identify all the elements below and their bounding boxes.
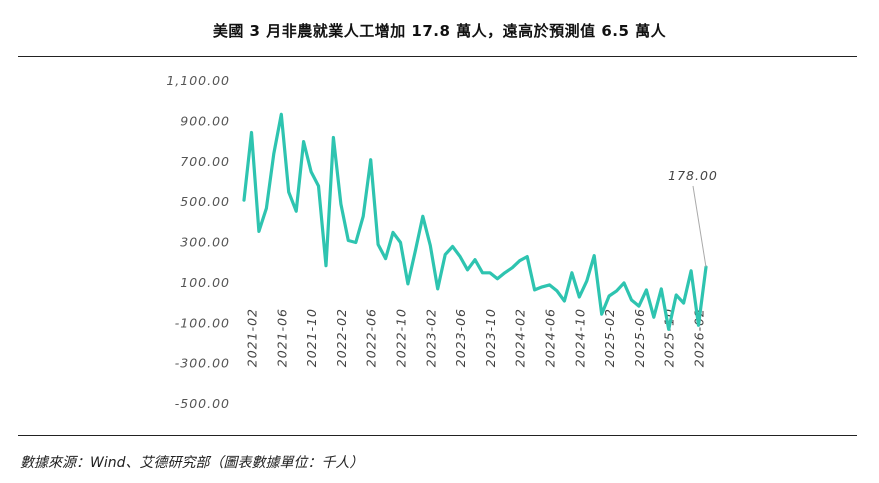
y-tick-label: -100.00 xyxy=(175,315,230,330)
y-tick-label: 1,100.00 xyxy=(166,73,230,88)
x-tick-label: 2023-10 xyxy=(483,308,498,367)
x-tick-label: 2023-02 xyxy=(423,308,438,367)
x-tick-label: 2025-06 xyxy=(632,308,647,367)
x-tick-label: 2025-10 xyxy=(662,308,677,367)
x-tick-label: 2022-10 xyxy=(393,308,408,367)
top-divider xyxy=(18,56,857,57)
y-tick-label: 300.00 xyxy=(180,235,230,250)
x-tick-label: 2022-06 xyxy=(364,308,379,367)
x-tick-label: 2024-10 xyxy=(572,308,587,367)
annotation-group: 178.00 xyxy=(668,168,718,268)
chart-title: 美國 3 月非農就業人工增加 17.8 萬人，遠高於預測值 6.5 萬人 xyxy=(212,22,667,40)
y-axis: 1,100.00 900.00 700.00 500.00 300.00 100.00 -1… xyxy=(166,73,230,411)
x-tick-label: 2023-06 xyxy=(453,308,468,367)
x-tick-label: 2022-02 xyxy=(334,308,349,367)
series-line-group xyxy=(242,112,708,331)
annotation-label: 178.00 xyxy=(668,168,718,183)
x-tick-label: 2026-02 xyxy=(692,308,707,367)
y-tick-label: 700.00 xyxy=(180,154,230,169)
y-tick-label: 900.00 xyxy=(180,113,230,128)
x-tick-label: 2024-02 xyxy=(513,308,528,367)
y-tick-label: 500.00 xyxy=(180,194,230,209)
x-tick-label: 2021-10 xyxy=(304,308,319,367)
bottom-divider xyxy=(18,435,857,436)
annotation-leader-line xyxy=(692,185,707,268)
x-tick-label: 2025-02 xyxy=(602,308,617,367)
source-note: 數據來源：Wind、艾德研究部（圖表數據單位：千人） xyxy=(20,455,364,471)
y-tick-label: 100.00 xyxy=(180,275,230,290)
x-tick-label: 2024-06 xyxy=(543,308,558,367)
y-tick-label: -300.00 xyxy=(175,356,230,371)
series-line xyxy=(242,112,708,331)
x-tick-label: 2021-02 xyxy=(244,308,259,367)
y-tick-label: -500.00 xyxy=(175,396,230,411)
x-tick-label: 2021-06 xyxy=(274,308,289,367)
x-axis: 2021-02 2021-06 2021-10 2022-02 2022-06 2022-… xyxy=(244,308,706,367)
